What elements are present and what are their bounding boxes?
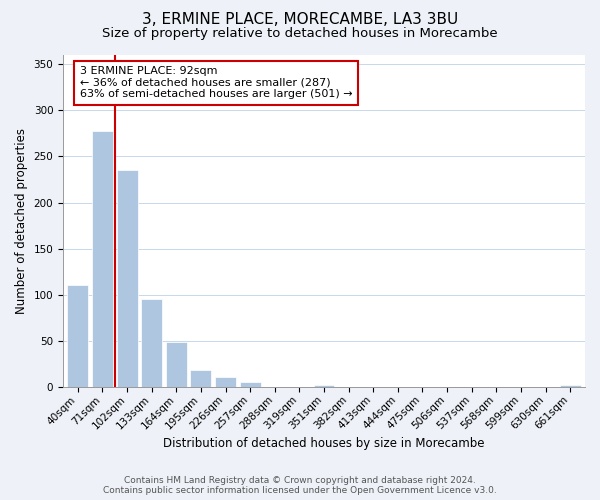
X-axis label: Distribution of detached houses by size in Morecambe: Distribution of detached houses by size … [163, 437, 485, 450]
Bar [239, 382, 260, 387]
Bar [166, 342, 187, 387]
Text: Size of property relative to detached houses in Morecambe: Size of property relative to detached ho… [102, 28, 498, 40]
Bar [92, 130, 113, 387]
Bar [116, 170, 137, 387]
Text: 3 ERMINE PLACE: 92sqm
← 36% of detached houses are smaller (287)
63% of semi-det: 3 ERMINE PLACE: 92sqm ← 36% of detached … [80, 66, 352, 100]
Y-axis label: Number of detached properties: Number of detached properties [15, 128, 28, 314]
Text: Contains HM Land Registry data © Crown copyright and database right 2024.
Contai: Contains HM Land Registry data © Crown c… [103, 476, 497, 495]
Bar [560, 385, 581, 387]
Bar [141, 300, 162, 387]
Bar [314, 385, 334, 387]
Bar [215, 377, 236, 387]
Bar [67, 284, 88, 387]
Bar [190, 370, 211, 387]
Text: 3, ERMINE PLACE, MORECAMBE, LA3 3BU: 3, ERMINE PLACE, MORECAMBE, LA3 3BU [142, 12, 458, 28]
